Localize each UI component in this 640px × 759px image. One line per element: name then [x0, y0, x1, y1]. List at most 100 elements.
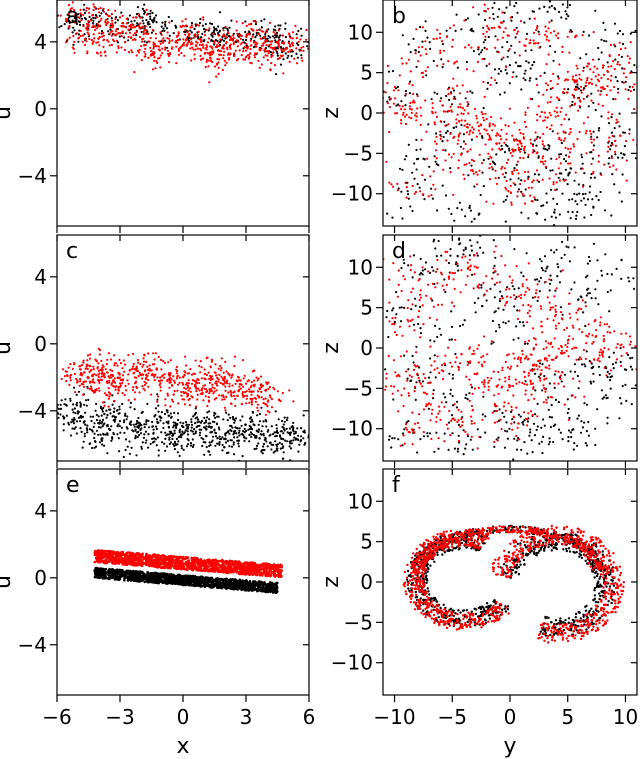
data-point	[230, 376, 233, 379]
data-point	[258, 412, 261, 416]
data-point	[408, 374, 411, 377]
data-point	[79, 14, 82, 17]
data-point	[441, 43, 444, 46]
data-point	[533, 173, 537, 176]
data-point	[83, 43, 87, 47]
data-point	[73, 40, 76, 44]
data-point	[145, 423, 148, 426]
data-point	[174, 425, 177, 428]
data-point	[190, 59, 193, 62]
data-point	[235, 39, 238, 42]
data-point	[222, 39, 226, 42]
data-point	[541, 451, 544, 455]
data-point	[609, 369, 613, 372]
data-point	[565, 245, 568, 248]
data-point	[543, 424, 546, 427]
data-point	[458, 201, 461, 204]
panel-a: 40−4ua	[0, 0, 310, 233]
data-point	[177, 34, 180, 37]
data-point	[183, 398, 186, 401]
data-point	[276, 449, 279, 452]
data-point	[622, 346, 625, 349]
data-point	[551, 130, 554, 133]
data-point	[140, 373, 143, 376]
data-point	[609, 387, 612, 390]
data-point	[631, 356, 634, 359]
data-point	[521, 353, 524, 356]
data-point	[386, 309, 389, 313]
data-point	[460, 28, 463, 31]
data-point	[550, 215, 553, 218]
data-point	[379, 311, 381, 313]
data-point	[487, 381, 490, 384]
data-point	[476, 266, 479, 269]
data-point	[196, 425, 199, 428]
data-point	[529, 97, 532, 100]
data-point	[178, 38, 181, 41]
data-point	[433, 238, 436, 241]
data-point	[73, 418, 76, 421]
data-point	[253, 379, 256, 382]
data-point	[195, 380, 198, 383]
data-point	[151, 28, 154, 32]
data-point	[110, 34, 113, 37]
data-point	[168, 377, 171, 380]
data-point	[147, 372, 150, 375]
data-point	[539, 359, 542, 362]
data-point	[253, 54, 256, 57]
data-point	[73, 51, 76, 54]
data-point	[529, 383, 533, 386]
data-point	[46, 24, 48, 26]
data-point	[518, 128, 521, 131]
data-point	[451, 394, 454, 398]
data-point	[586, 94, 589, 97]
data-point	[590, 99, 593, 102]
data-point	[113, 407, 116, 410]
data-point	[450, 301, 454, 304]
data-point	[279, 447, 282, 450]
data-point	[523, 149, 526, 152]
data-point	[276, 52, 279, 55]
data-point	[425, 52, 428, 56]
data-point	[241, 22, 244, 25]
data-point	[540, 307, 543, 310]
data-point	[491, 160, 494, 163]
data-point	[106, 358, 109, 361]
data-point	[73, 427, 76, 430]
data-point	[98, 11, 101, 14]
data-point	[265, 440, 268, 443]
data-point	[79, 420, 82, 423]
data-point	[417, 46, 420, 49]
data-point	[193, 57, 196, 61]
data-point	[396, 389, 399, 392]
data-point	[198, 428, 201, 431]
data-point	[491, 6, 494, 9]
data-point	[608, 372, 611, 375]
data-point	[111, 394, 114, 397]
data-point	[535, 144, 538, 147]
data-point	[237, 431, 241, 434]
data-point	[437, 412, 440, 415]
data-point	[281, 391, 284, 395]
data-point	[200, 419, 204, 423]
data-point	[590, 92, 593, 95]
data-point	[88, 380, 91, 383]
data-point	[243, 431, 246, 434]
data-point	[618, 41, 621, 44]
data-point	[548, 437, 551, 440]
data-point	[217, 426, 220, 429]
data-point	[132, 352, 135, 356]
data-point	[448, 372, 451, 375]
data-point	[91, 42, 94, 45]
data-point	[521, 283, 524, 286]
data-point	[460, 153, 463, 156]
data-point	[185, 445, 188, 448]
data-point	[465, 163, 468, 166]
data-point	[447, 109, 451, 113]
data-point	[480, 284, 483, 287]
data-point	[164, 48, 167, 51]
data-point	[532, 10, 536, 13]
data-point	[384, 388, 387, 391]
data-point	[523, 441, 526, 444]
data-point	[121, 14, 124, 17]
